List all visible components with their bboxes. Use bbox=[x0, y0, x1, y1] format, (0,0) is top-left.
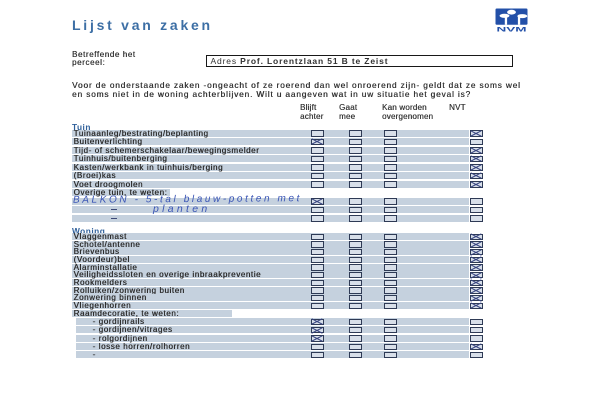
svg-text:NVM: NVM bbox=[497, 26, 527, 33]
